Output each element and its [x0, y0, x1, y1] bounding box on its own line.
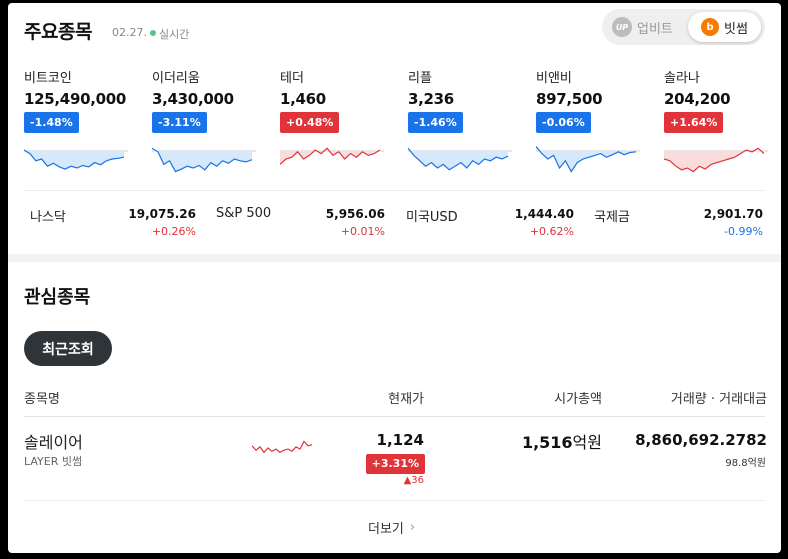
exchange-toggle: UP 업비트 b 빗썸 [602, 9, 765, 45]
coin-name: 비트코인 [24, 71, 72, 86]
coin-sparkline [408, 147, 512, 171]
coin-price: 3,430,000 [152, 90, 234, 108]
stock-change-delta: ▲36 [404, 475, 424, 486]
divider [24, 190, 765, 191]
divider [24, 416, 765, 417]
column-header-volume: 거래량 · 거래대금 [670, 392, 767, 407]
index-change: -0.99% [724, 225, 763, 238]
coin-card-solana[interactable]: 솔라나 204,200 +1.64% [664, 67, 781, 179]
coin-name: 리플 [408, 71, 432, 86]
index-value: 5,956.06 [325, 207, 385, 221]
coin-sparkline [280, 147, 384, 165]
section-gap [8, 254, 781, 262]
column-header-name: 종목명 [24, 392, 60, 407]
realtime-label: 실시간 [159, 28, 190, 41]
coin-sparkline [152, 147, 256, 173]
coin-card-ripple[interactable]: 리플 3,236 -1.46% [408, 67, 526, 179]
coin-change-badge: -3.11% [152, 112, 207, 133]
sparkline-area [536, 146, 636, 172]
index-change: +0.62% [529, 225, 574, 238]
section-title-major: 주요종목 [24, 21, 92, 43]
sparkline-line [152, 147, 253, 173]
tab-recent[interactable]: 최근조회 [24, 331, 112, 366]
coin-price: 204,200 [664, 90, 731, 108]
coin-name: 비앤비 [536, 71, 572, 86]
up-triangle-icon: ▲ [403, 475, 412, 486]
coin-sparkline [24, 149, 128, 170]
stock-volume: 8,860,692.2782 [635, 431, 767, 449]
column-header-price: 현재가 [388, 392, 424, 407]
sparkline-line [536, 146, 637, 173]
sparkline-line [408, 147, 509, 171]
coin-change-badge: -1.48% [24, 112, 79, 133]
chevron-right-icon: › [409, 520, 416, 535]
index-name: 미국USD [406, 210, 458, 225]
coin-price: 3,236 [408, 90, 454, 108]
exchange-upbit-label: 업비트 [637, 21, 673, 37]
sparkline-area [152, 148, 252, 172]
section-title-watchlist: 관심종목 [24, 287, 91, 308]
coin-price: 897,500 [536, 90, 603, 108]
sparkline-area [24, 150, 124, 170]
market-widget: 주요종목 02.27. 실시간 UP 업비트 b 빗썸 비트코인 125,490… [8, 3, 781, 553]
stock-price: 1,124 [376, 431, 424, 449]
more-button[interactable]: 더보기 › [368, 518, 415, 537]
sparkline-line [664, 147, 765, 173]
divider [24, 500, 765, 501]
exchange-bithumb-label: 빗썸 [724, 21, 748, 37]
stock-delta-value: 36 [411, 475, 424, 486]
more-label: 더보기 [368, 522, 404, 537]
coin-card-ethereum[interactable]: 이더리움 3,430,000 -3.11% [152, 67, 270, 179]
sparkline-line [280, 147, 381, 165]
coin-name: 테더 [280, 71, 304, 86]
market-cap-value: 1,516 [521, 433, 573, 452]
stock-change-badge: +3.31% [365, 454, 425, 474]
index-value: 19,075.26 [128, 207, 196, 221]
index-value: 2,901.70 [703, 207, 763, 221]
stock-trade-value: 98.8억원 [725, 458, 766, 469]
stock-ticker: LAYER 빗썸 [24, 455, 83, 468]
stock-market-cap: 1,516억원 [522, 429, 602, 453]
coin-change-badge: -1.46% [408, 112, 463, 133]
index-change: +0.01% [340, 225, 385, 238]
upbit-logo-icon: UP [612, 17, 632, 37]
coin-name: 이더리움 [152, 71, 200, 86]
column-header-market-cap: 시가총액 [554, 392, 602, 407]
coin-card-tether[interactable]: 테더 1,460 +0.48% [280, 67, 398, 179]
index-value: 1,444.40 [514, 207, 574, 221]
coin-change-badge: +0.48% [280, 112, 340, 133]
coin-change-badge: +1.64% [664, 112, 724, 133]
sparkline-line [24, 149, 125, 170]
coin-card-bnb[interactable]: 비앤비 897,500 -0.06% [536, 67, 654, 179]
exchange-bithumb-button[interactable]: b 빗썸 [688, 12, 761, 42]
index-name: 국제금 [594, 210, 630, 225]
coin-card-bitcoin[interactable]: 비트코인 125,490,000 -1.48% [24, 67, 142, 179]
index-change: +0.26% [151, 225, 196, 238]
coin-sparkline [664, 147, 768, 173]
date-label: 02.27. [112, 26, 147, 39]
coin-change-badge: -0.06% [536, 112, 591, 133]
sparkline-area [408, 148, 508, 170]
index-name: S&P 500 [216, 206, 272, 221]
bithumb-logo-icon: b [701, 18, 720, 36]
market-cap-unit: 억원 [572, 433, 602, 452]
realtime-dot-icon [150, 30, 156, 36]
stock-name[interactable]: 솔레이어 [24, 433, 83, 452]
index-name: 나스닥 [30, 210, 66, 225]
sparkline-line [252, 440, 313, 454]
exchange-upbit-button[interactable]: UP 업비트 [612, 17, 673, 37]
sparkline-area [280, 148, 380, 165]
coin-price: 125,490,000 [24, 90, 127, 108]
coin-sparkline [536, 146, 640, 173]
stock-sparkline [252, 440, 313, 454]
coin-name: 솔라나 [664, 71, 700, 86]
coin-price: 1,460 [280, 90, 326, 108]
